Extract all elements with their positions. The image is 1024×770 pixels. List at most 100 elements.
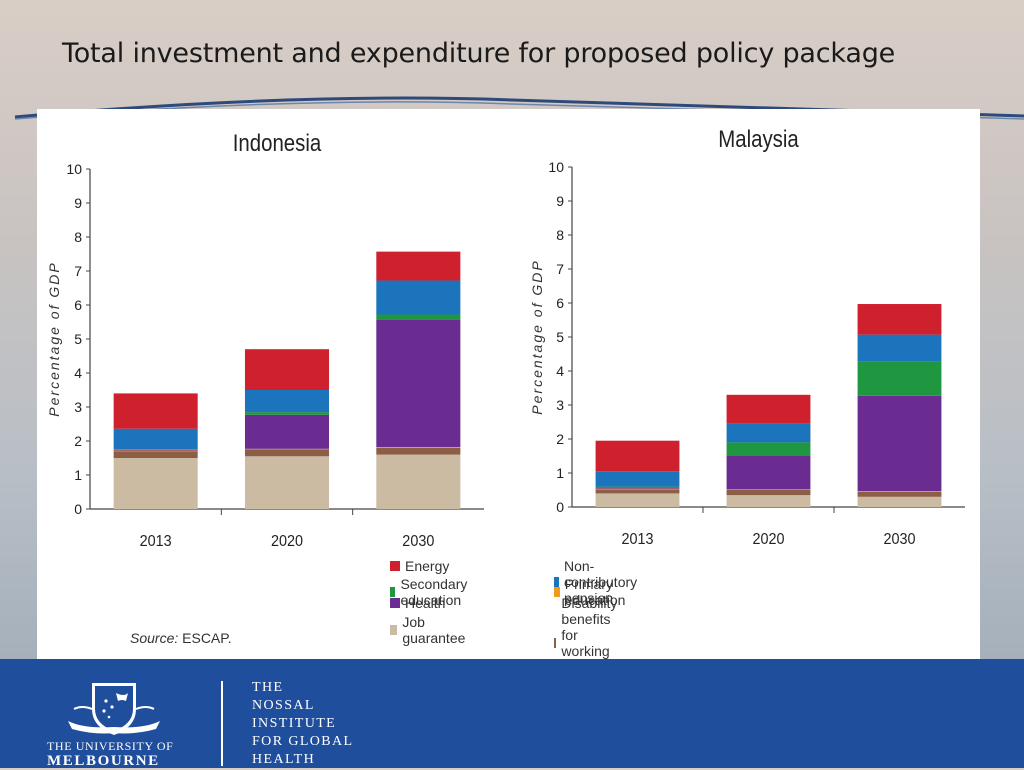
bar-segment-health: [726, 456, 811, 490]
legend-item-primary-education: Primary education: [554, 576, 630, 608]
chart-title: Malaysia: [718, 125, 799, 152]
bar-segment-non-contributory-pension: [244, 390, 330, 413]
legend-label: Non-contributory pension: [564, 558, 638, 606]
institute-line: HEALTH: [252, 752, 316, 767]
bar-segment-energy: [113, 393, 198, 429]
bar-segment-primary-education: [595, 488, 680, 490]
bar-segment-disability-benefits-for-working-age-persons: [726, 490, 811, 496]
legend-swatch: [554, 577, 559, 587]
y-tick-label: 4: [556, 363, 564, 379]
bar-segment-job-guarantee: [595, 493, 680, 507]
y-tick-label: 8: [74, 229, 82, 245]
y-tick-label: 10: [66, 161, 82, 177]
legend-label: Energy: [405, 558, 450, 574]
y-tick-label: 2: [74, 433, 82, 449]
bar-segment-non-contributory-pension: [376, 280, 461, 315]
legend-swatch: [390, 598, 400, 608]
institute-line: INSTITUTE: [252, 716, 337, 731]
bar-segment-primary-education: [857, 491, 942, 492]
bar-segment-health: [595, 487, 680, 489]
legend-swatch: [390, 561, 400, 571]
legend-item-health: Health: [390, 595, 445, 611]
chart-title: Indonesia: [233, 129, 322, 156]
legend-swatch: [390, 625, 398, 635]
bar-segment-secondary-education: [244, 412, 330, 415]
bar-segment-job-guarantee: [376, 454, 461, 509]
y-tick-label: 10: [548, 159, 564, 175]
bar-segment-health: [857, 395, 942, 492]
bar-segment-energy: [595, 440, 680, 472]
x-tick-label: 2013: [621, 530, 653, 548]
bar-segment-energy: [376, 251, 461, 281]
legend-label: Job guarantee: [402, 614, 466, 646]
bar-segment-health: [113, 449, 198, 451]
bar-segment-non-contributory-pension: [113, 428, 198, 450]
university-name-line1: THE UNIVERSITY OF: [47, 739, 174, 753]
bar-segment-secondary-education: [376, 314, 461, 320]
bar-segment-health: [376, 319, 461, 448]
source-label: Source: [130, 630, 175, 646]
y-tick-label: 0: [556, 499, 564, 515]
university-crest-icon: [68, 683, 160, 735]
x-tick-label: 2020: [752, 530, 784, 548]
footer-divider: [221, 681, 223, 766]
legend-swatch: [554, 587, 560, 597]
y-tick-label: 6: [74, 297, 82, 313]
bar-segment-primary-education: [376, 447, 461, 448]
legend-label: Secondary education: [400, 576, 468, 608]
bar-segment-disability-benefits-for-working-age-persons: [376, 447, 461, 455]
bar-segment-disability-benefits-for-working-age-persons: [113, 451, 198, 458]
legend-swatch: [390, 587, 396, 597]
institute-line: NOSSAL: [252, 698, 315, 713]
bar-segment-energy: [244, 349, 330, 390]
bar-segment-non-contributory-pension: [726, 423, 811, 443]
bar-segment-secondary-education: [595, 486, 680, 488]
bar-segment-disability-benefits-for-working-age-persons: [857, 491, 942, 497]
footer-bar: THE UNIVERSITY OF MELBOURNE THE NOSSAL I…: [0, 659, 1024, 769]
bar-segment-energy: [726, 394, 811, 424]
y-axis-label: Percentage of GDP: [46, 261, 62, 416]
legend-item-energy: Energy: [390, 558, 449, 574]
legend-label: Primary education: [564, 576, 626, 608]
university-name-line2: MELBOURNE: [47, 753, 160, 769]
source-text: ESCAP.: [182, 630, 232, 646]
bar-segment-job-guarantee: [244, 456, 330, 509]
y-tick-label: 9: [556, 193, 564, 209]
bar-segment-secondary-education: [726, 442, 811, 456]
chart-indonesia: Indonesia Percentage of GDP 0 1 2 3 4 5 6 7 8 9 10 20…: [46, 129, 484, 550]
legend-item-job-guarantee: Job guarantee: [390, 614, 468, 646]
legend-item-secondary-education: Secondary education: [390, 576, 472, 608]
y-tick-label: 4: [74, 365, 82, 381]
legend-item-non-contributory-pension: Non-contributory pension: [554, 558, 642, 606]
bar-segment-energy: [857, 304, 942, 335]
x-tick-label: 2030: [883, 530, 915, 548]
y-tick-label: 2: [556, 431, 564, 447]
source-note: Source: ESCAP.: [130, 630, 232, 646]
bar-segment-disability-benefits-for-working-age-persons: [244, 449, 330, 457]
bar-segment-secondary-education: [113, 449, 198, 450]
bar-segment-job-guarantee: [857, 496, 942, 507]
y-tick-label: 5: [556, 329, 564, 345]
y-tick-label: 6: [556, 295, 564, 311]
chart-panel: Indonesia Percentage of GDP 0 1 2 3 4 5 6 7 8 9 10 20…: [37, 109, 980, 691]
y-tick-label: 0: [74, 501, 82, 517]
slide-title: Total investment and expenditure for pro…: [62, 38, 896, 69]
x-tick-label: 2020: [271, 532, 303, 550]
bar-segment-disability-benefits-for-working-age-persons: [595, 489, 680, 494]
bar-segment-non-contributory-pension: [595, 471, 680, 487]
y-tick-label: 3: [74, 399, 82, 415]
bar-segment-primary-education: [244, 448, 330, 450]
chart-malaysia: Malaysia Percentage of GDP 0 1 2 3 4 5 6 7 8 9 10 201…: [529, 125, 965, 548]
bar-segment-primary-education: [113, 450, 198, 452]
institute-line: THE: [252, 680, 284, 695]
bar-segment-secondary-education: [857, 361, 942, 396]
y-tick-label: 7: [556, 261, 564, 277]
y-axis-label: Percentage of GDP: [529, 259, 545, 414]
institute-line: FOR GLOBAL: [252, 734, 354, 749]
y-tick-label: 9: [74, 195, 82, 211]
bar-segment-job-guarantee: [113, 458, 198, 509]
y-tick-label: 7: [74, 263, 82, 279]
y-tick-label: 8: [556, 227, 564, 243]
y-tick-label: 1: [556, 465, 564, 481]
